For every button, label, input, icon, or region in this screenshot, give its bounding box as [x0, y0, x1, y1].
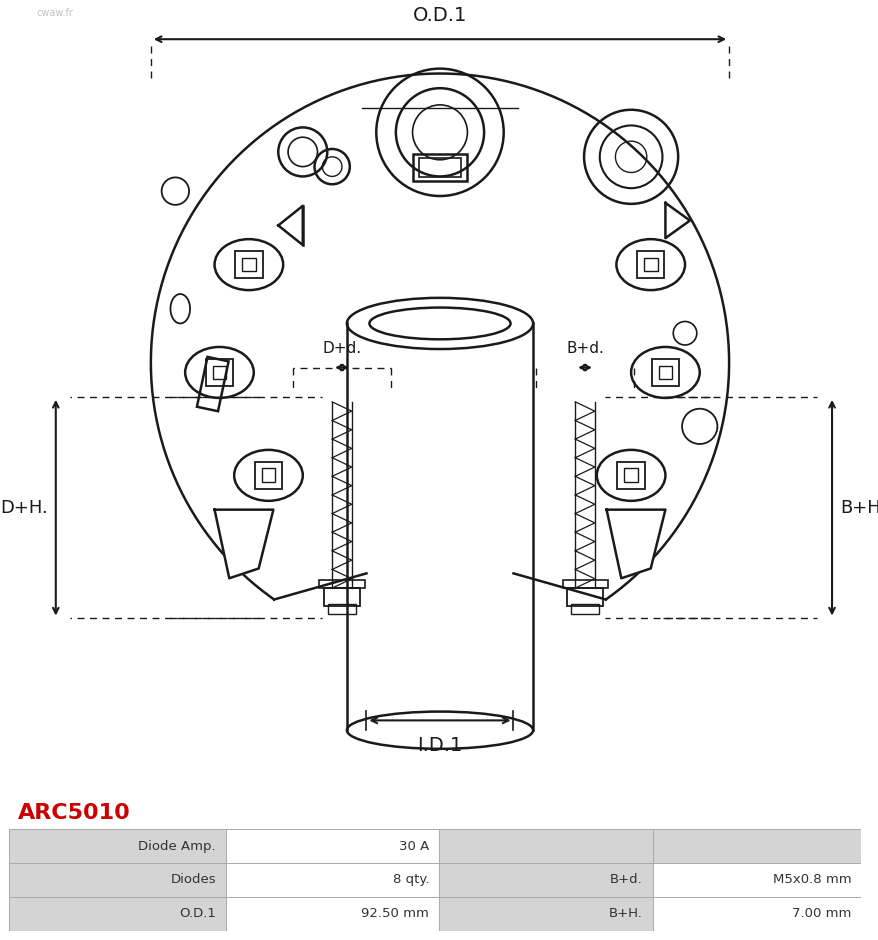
Bar: [235, 251, 263, 278]
Text: 7.00 mm: 7.00 mm: [791, 907, 850, 920]
Bar: [571, 603, 598, 614]
Bar: [226, 897, 439, 931]
Text: I.D.1: I.D.1: [417, 736, 462, 755]
Bar: [623, 468, 637, 482]
Bar: [226, 829, 439, 863]
Bar: [9, 897, 226, 931]
Bar: [9, 863, 226, 897]
Bar: [197, 357, 228, 411]
Bar: [9, 829, 226, 863]
Bar: [562, 580, 607, 588]
Bar: [616, 462, 644, 489]
Bar: [255, 462, 282, 489]
Bar: [226, 863, 439, 897]
Bar: [651, 863, 860, 897]
Text: O.D.1: O.D.1: [179, 907, 216, 920]
Bar: [324, 588, 359, 605]
Text: M5x0.8 mm: M5x0.8 mm: [772, 873, 850, 886]
Bar: [651, 829, 860, 863]
Bar: [643, 258, 657, 272]
Text: B+H.: B+H.: [608, 907, 642, 920]
Text: 30 A: 30 A: [399, 839, 428, 853]
Bar: [212, 366, 226, 380]
Bar: [439, 863, 651, 897]
Bar: [241, 258, 255, 272]
Bar: [319, 580, 364, 588]
Text: B+d.: B+d.: [608, 873, 642, 886]
Bar: [205, 359, 233, 386]
Bar: [651, 359, 679, 386]
Bar: [262, 468, 275, 482]
Text: D+d.: D+d.: [322, 341, 361, 355]
Text: 92.50 mm: 92.50 mm: [361, 907, 428, 920]
Bar: [637, 251, 664, 278]
Bar: [419, 158, 461, 178]
Text: D+H.: D+H.: [0, 499, 48, 517]
Text: ARC5010: ARC5010: [18, 803, 130, 823]
Bar: [439, 897, 651, 931]
Text: B+H.: B+H.: [838, 499, 878, 517]
Polygon shape: [606, 509, 665, 578]
Bar: [567, 588, 602, 605]
Bar: [413, 154, 466, 181]
Text: Diodes: Diodes: [170, 873, 216, 886]
Text: 8 qty.: 8 qty.: [392, 873, 428, 886]
Bar: [439, 829, 651, 863]
Bar: [658, 366, 672, 380]
Bar: [327, 603, 356, 614]
Text: O.D.1: O.D.1: [413, 7, 466, 25]
Bar: [651, 897, 860, 931]
Text: Diode Amp.: Diode Amp.: [138, 839, 216, 853]
Text: B+d.: B+d.: [565, 341, 603, 355]
Text: cwaw.fr: cwaw.fr: [36, 8, 73, 18]
Polygon shape: [214, 509, 273, 578]
